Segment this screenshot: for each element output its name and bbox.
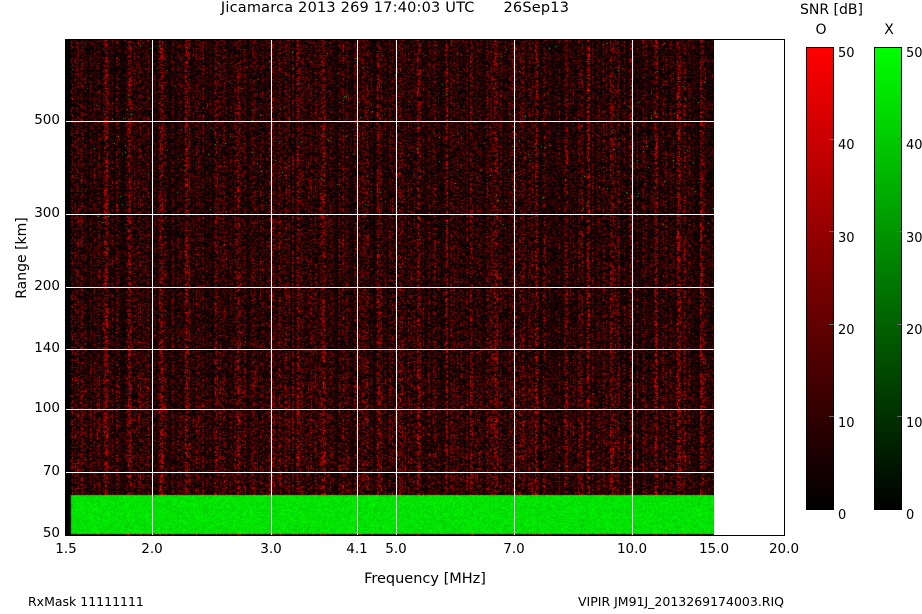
colorbar-o-letter: O [815, 22, 827, 38]
colorbar-o-gradient [806, 47, 834, 510]
y-tick-140: 140 [34, 340, 60, 356]
gridline-7.0mhz [514, 40, 515, 535]
colorbar-o-tick-20: 20 [838, 323, 855, 338]
colorbar-x-mark-40 [897, 139, 902, 140]
colorbar-x-mark-20 [897, 324, 902, 325]
colorbar-x-tick-20: 20 [906, 323, 922, 338]
colorbar-x-tick-0: 0 [906, 508, 915, 523]
plot-area[interactable] [65, 39, 785, 536]
colorbar-x-tick-30: 30 [906, 231, 922, 246]
x-axis-label: Frequency [MHz] [364, 571, 486, 587]
gridline-500 [66, 121, 784, 122]
gridline-3.0mhz [271, 40, 272, 535]
colorbar-o-tick-40: 40 [838, 138, 855, 153]
gridline-4.1mhz [357, 40, 358, 535]
colorbar-o-tick-0: 0 [838, 508, 847, 523]
gridline-10.0mhz [632, 40, 633, 535]
colorbar-o-tick-30: 30 [838, 231, 855, 246]
gridline-2.0mhz [152, 40, 153, 535]
gridline-70 [66, 472, 784, 473]
colorbar-x-gradient [874, 47, 902, 510]
x-tick-3.0: 3.0 [260, 541, 282, 557]
y-tick-50: 50 [42, 525, 60, 541]
x-axis-ticks: 1.5 2.0 3.0 4.1 5.0 7.0 10.0 15.0 20.0 [55, 541, 799, 561]
y-tick-200: 200 [34, 278, 60, 294]
y-tick-100: 100 [34, 400, 60, 416]
x-tick-2.0: 2.0 [141, 541, 163, 557]
source-file-label: VIPIR JM91J_2013269174003.RIQ [578, 594, 785, 609]
x-tick-10.0: 10.0 [616, 541, 648, 557]
y-tick-300: 300 [34, 205, 60, 221]
gridline-140 [66, 349, 784, 350]
colorbar-o-mark-20 [829, 324, 834, 325]
gridline-5.0mhz [396, 40, 397, 535]
rxmask-label: RxMask 11111111 [28, 594, 144, 609]
x-tick-15.0: 15.0 [698, 541, 730, 557]
x-tick-7.0: 7.0 [503, 541, 525, 557]
y-tick-500: 500 [34, 112, 60, 128]
colorbar-x-mark-10 [897, 416, 902, 417]
x-tick-1.5: 1.5 [55, 541, 77, 557]
colorbar-o-tick-10: 10 [838, 416, 855, 431]
colorbar-x-tick-40: 40 [906, 138, 922, 153]
colorbar-x-tick-10: 10 [906, 416, 922, 431]
colorbar-x-mark-30 [897, 231, 902, 232]
x-tick-5.0: 5.0 [385, 541, 407, 557]
y-tick-70: 70 [42, 463, 60, 479]
gridline-200 [66, 287, 784, 288]
colorbar-title: SNR [dB] [800, 2, 863, 18]
plot-canvas [66, 40, 784, 535]
x-tick-20.0: 20.0 [768, 541, 800, 557]
x-tick-4.1: 4.1 [346, 541, 368, 557]
colorbar-o-mark-40 [829, 139, 834, 140]
colorbar-o-tick-50: 50 [838, 46, 855, 61]
gridline-100 [66, 409, 784, 410]
colorbar-x-tick-50: 50 [906, 46, 922, 61]
y-axis-ticks: 500 300 200 140 100 70 50 [0, 39, 60, 541]
gridline-300 [66, 214, 784, 215]
gridline-15.0mhz [714, 40, 715, 535]
colorbar-o-mark-30 [829, 231, 834, 232]
colorbar-x-letter: X [884, 22, 894, 38]
y-axis-label: Range [km] [14, 217, 30, 299]
page-title: Jicamarca 2013 269 17:40:03 UTC 26Sep13 [220, 0, 570, 16]
colorbar-o-mark-10 [829, 416, 834, 417]
